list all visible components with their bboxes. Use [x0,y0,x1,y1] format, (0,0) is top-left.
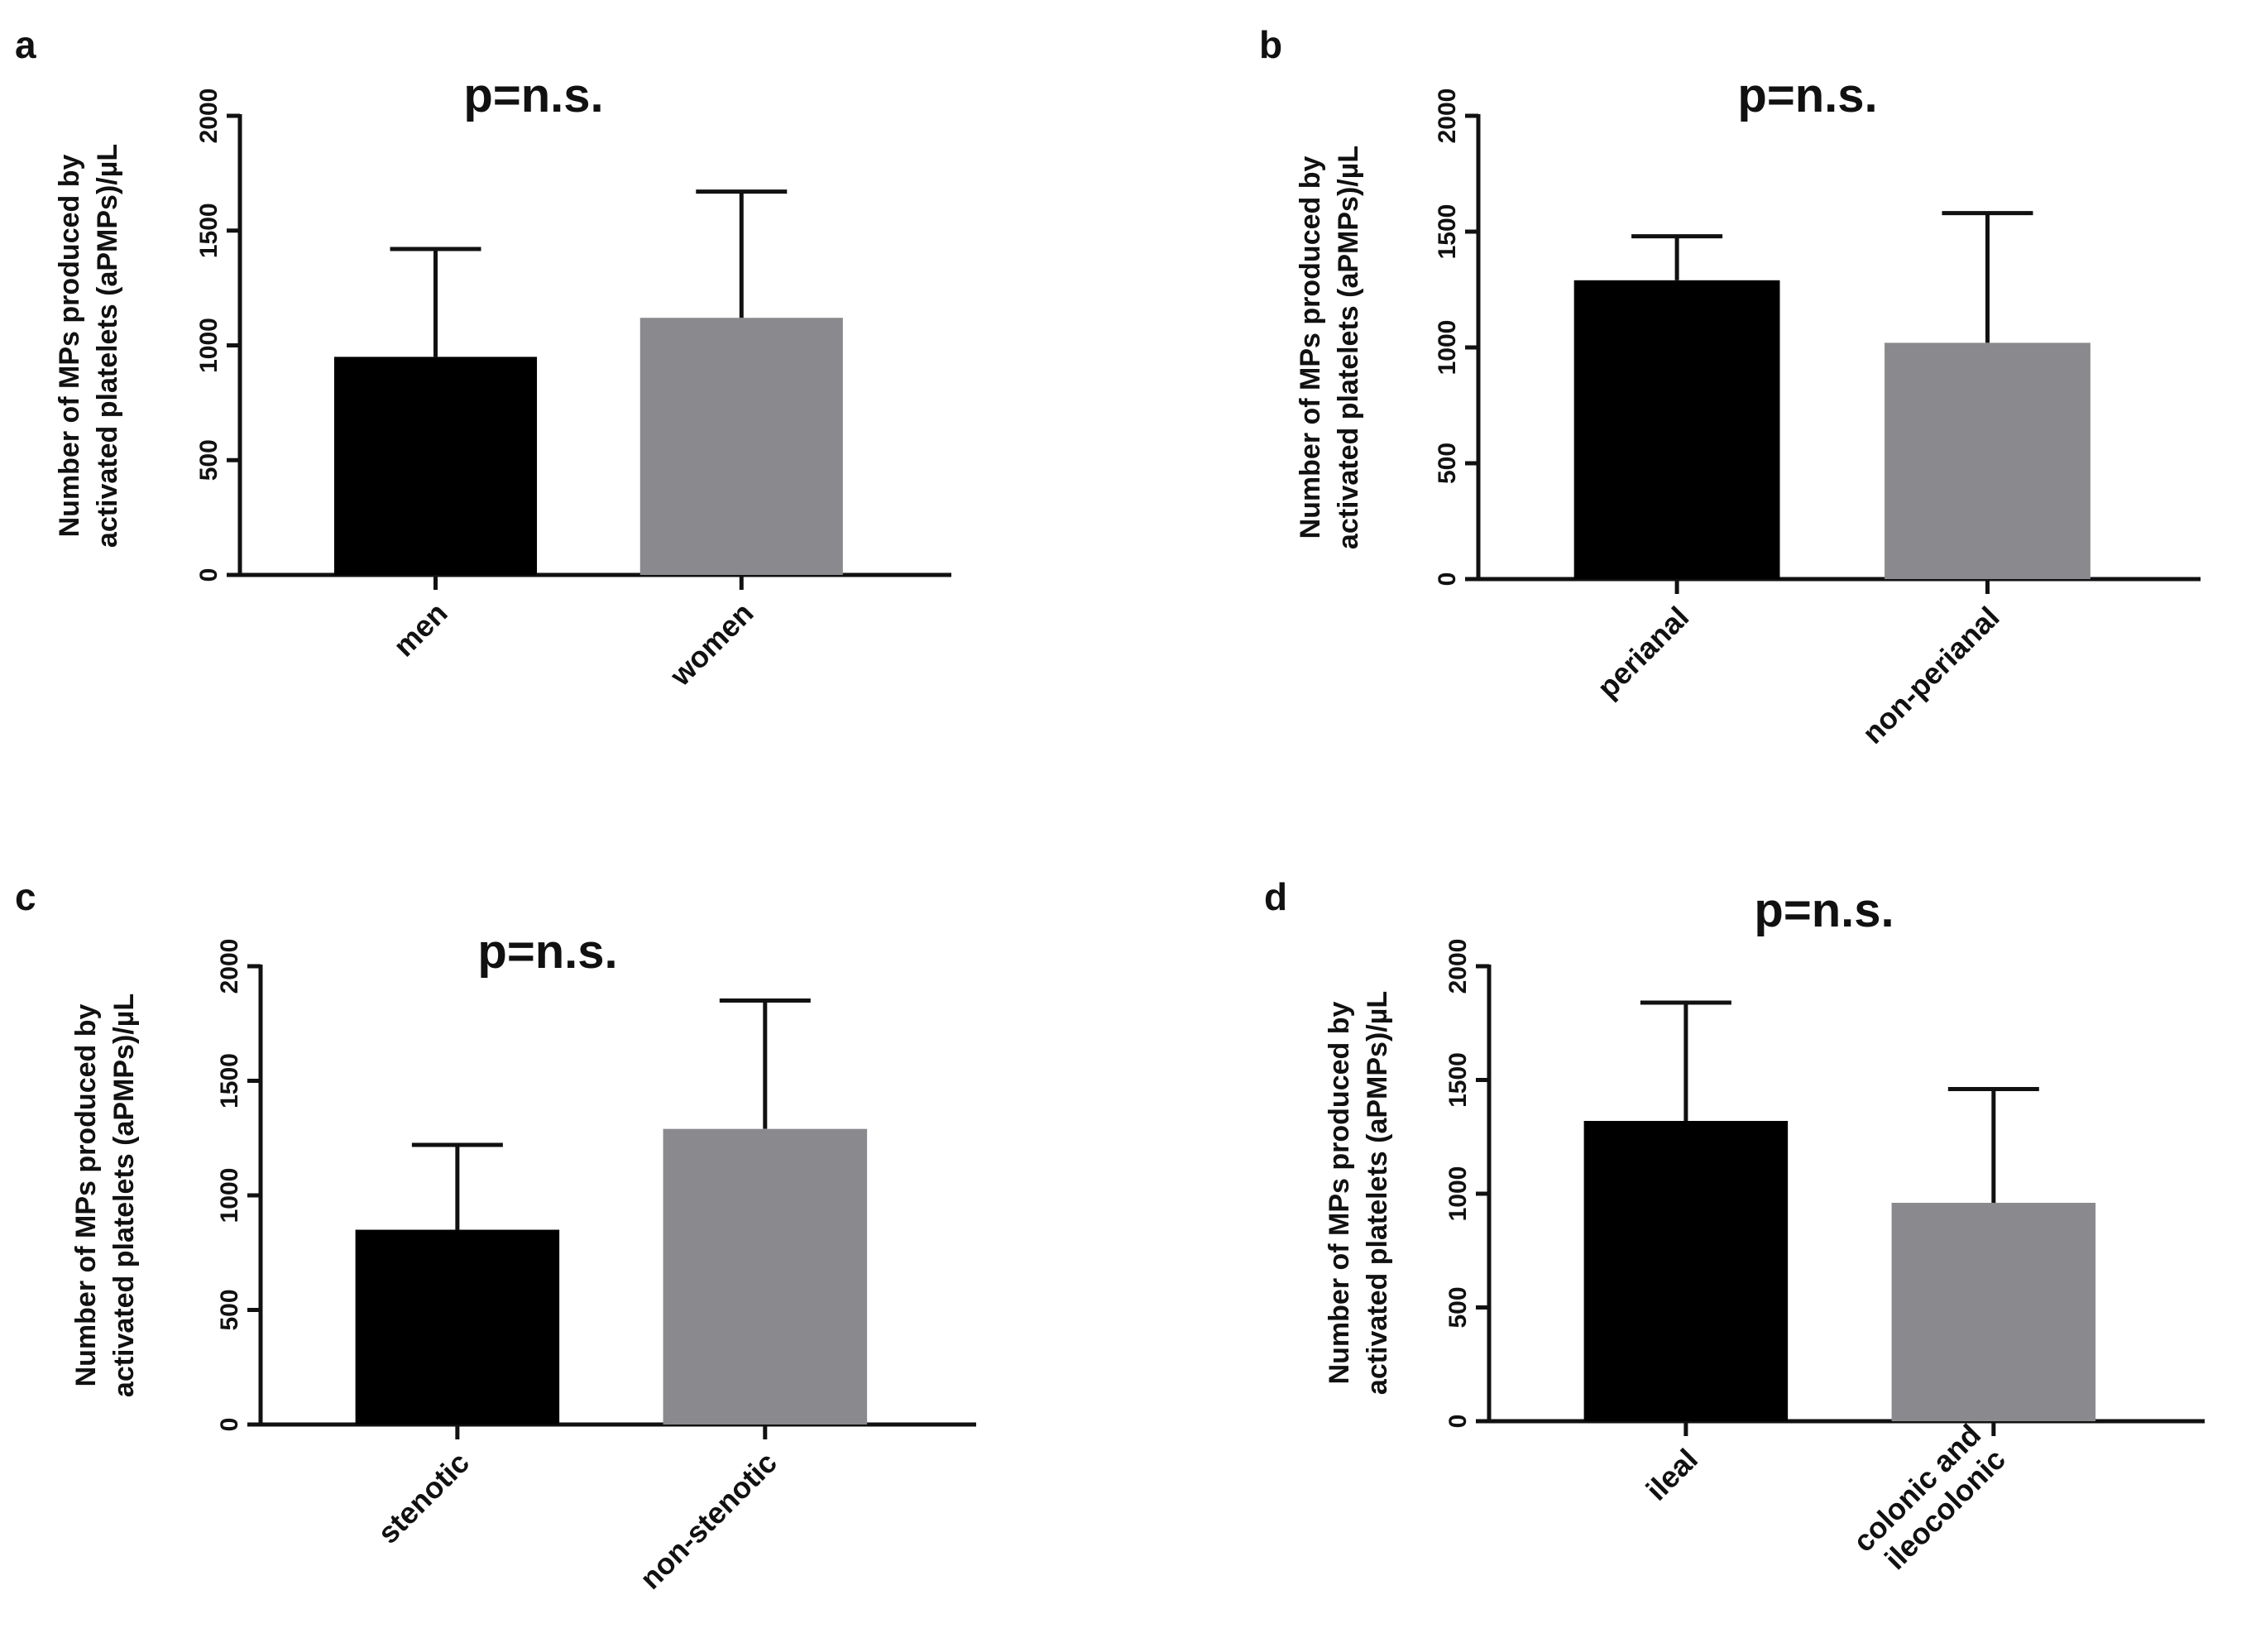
x-category-label-line: non-perianal [1856,600,2006,750]
panel-letter: b [1259,23,1282,66]
p-value-label: p=n.s. [477,925,617,979]
y-axis-label: Number of MPs produced by activated plate… [70,994,140,1397]
y-axis-label: Number of MPs produced by activated plate… [1324,991,1393,1395]
p-value-label: p=n.s. [463,69,603,122]
bar-non-stenotic [663,1128,868,1425]
panel-letter: c [15,875,36,918]
x-category-label: non-stenotic [633,1445,783,1596]
y-axis-label-line: Number of MPs produced by [1324,1002,1355,1385]
y-axis-label-line: activated platelets (aPMPs)/µL [108,994,140,1397]
x-category-label-line: perianal [1591,600,1696,705]
y-tick-label: 1000 [195,318,223,373]
y-axis-label-line: activated platelets (aPMPs)/µL [1362,991,1393,1395]
x-category-label-line: women [663,596,759,692]
y-tick-label: 1500 [1444,1052,1472,1108]
panel-b: b p=n.s. Number of MPs produced by activate… [1259,23,2201,750]
panel-d: d p=n.s. Number of MPs produced by activate… [1264,875,2205,1583]
x-category-label: stenotic [371,1445,476,1550]
x-category-label-line: stenotic [371,1445,476,1550]
y-tick-label: 2000 [1444,939,1472,994]
panel-letter: a [15,23,36,66]
bar-perianal [1573,280,1780,579]
bar-women [639,318,843,575]
y-tick-label: 1000 [1434,320,1461,376]
y-tick-label: 1500 [1434,204,1461,260]
bar-ileal [1583,1121,1789,1421]
x-category-label-line: non-stenotic [633,1445,783,1596]
y-tick-label: 2000 [216,939,243,994]
bar-non-perianal [1885,342,2091,579]
y-tick-label: 1000 [216,1168,243,1223]
y-tick-label: 500 [216,1289,243,1330]
x-category-label: ileal [1639,1442,1704,1507]
y-tick-label: 0 [216,1418,243,1432]
y-tick-label: 2000 [1434,89,1461,144]
y-tick-label: 1000 [1444,1166,1472,1222]
y-tick-label: 1500 [216,1053,243,1109]
panel-letter: d [1264,875,1287,918]
panel-c: c p=n.s. Number of MPs produced by activate… [15,875,976,1596]
x-category-label: women [663,596,759,692]
x-category-label: men [386,596,453,663]
y-axis-label-line: Number of MPs produced by [54,155,85,538]
x-category-label: non-perianal [1856,600,2006,750]
p-value-label: p=n.s. [1737,69,1877,122]
y-axis-label: Number of MPs produced by activated plate… [1295,146,1364,549]
y-axis-label-line: activated platelets (aPMPs)/µL [1333,146,1364,549]
bar-colonic-and [1891,1203,2096,1421]
y-tick-label: 500 [195,439,223,481]
x-category-label: colonic andileocolonic [1846,1417,2012,1583]
y-tick-label: 500 [1434,443,1461,484]
p-value-label: p=n.s. [1754,883,1894,937]
bar-men [333,357,538,575]
y-tick-label: 0 [1444,1415,1472,1429]
y-tick-label: 2000 [195,89,223,144]
x-category-label-line: ileal [1639,1442,1704,1507]
y-axis-label-line: Number of MPs produced by [70,1004,102,1387]
y-tick-label: 500 [1444,1286,1472,1328]
x-category-label-line: men [386,596,453,663]
bar-stenotic [355,1229,560,1425]
y-tick-label: 0 [195,568,223,582]
x-category-label: perianal [1591,600,1696,705]
y-axis-label-line: activated platelets (aPMPs)/µL [92,144,123,548]
panel-a: a p=n.s. Number of MPs produced by activate… [15,23,951,693]
y-axis-label: Number of MPs produced by activated plate… [54,144,123,548]
y-axis-label-line: Number of MPs produced by [1295,156,1326,539]
y-tick-label: 0 [1434,572,1461,587]
y-tick-label: 1500 [195,203,223,258]
